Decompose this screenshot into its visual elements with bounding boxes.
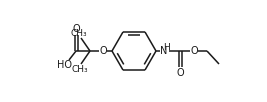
- Text: HO: HO: [57, 60, 72, 70]
- Text: N: N: [160, 46, 168, 56]
- Text: O: O: [72, 24, 80, 34]
- Text: H: H: [164, 43, 170, 52]
- Text: O: O: [176, 68, 184, 78]
- Text: CH₃: CH₃: [72, 64, 88, 74]
- Text: O: O: [190, 46, 198, 56]
- Text: CH₃: CH₃: [71, 28, 87, 38]
- Text: O: O: [99, 46, 107, 56]
